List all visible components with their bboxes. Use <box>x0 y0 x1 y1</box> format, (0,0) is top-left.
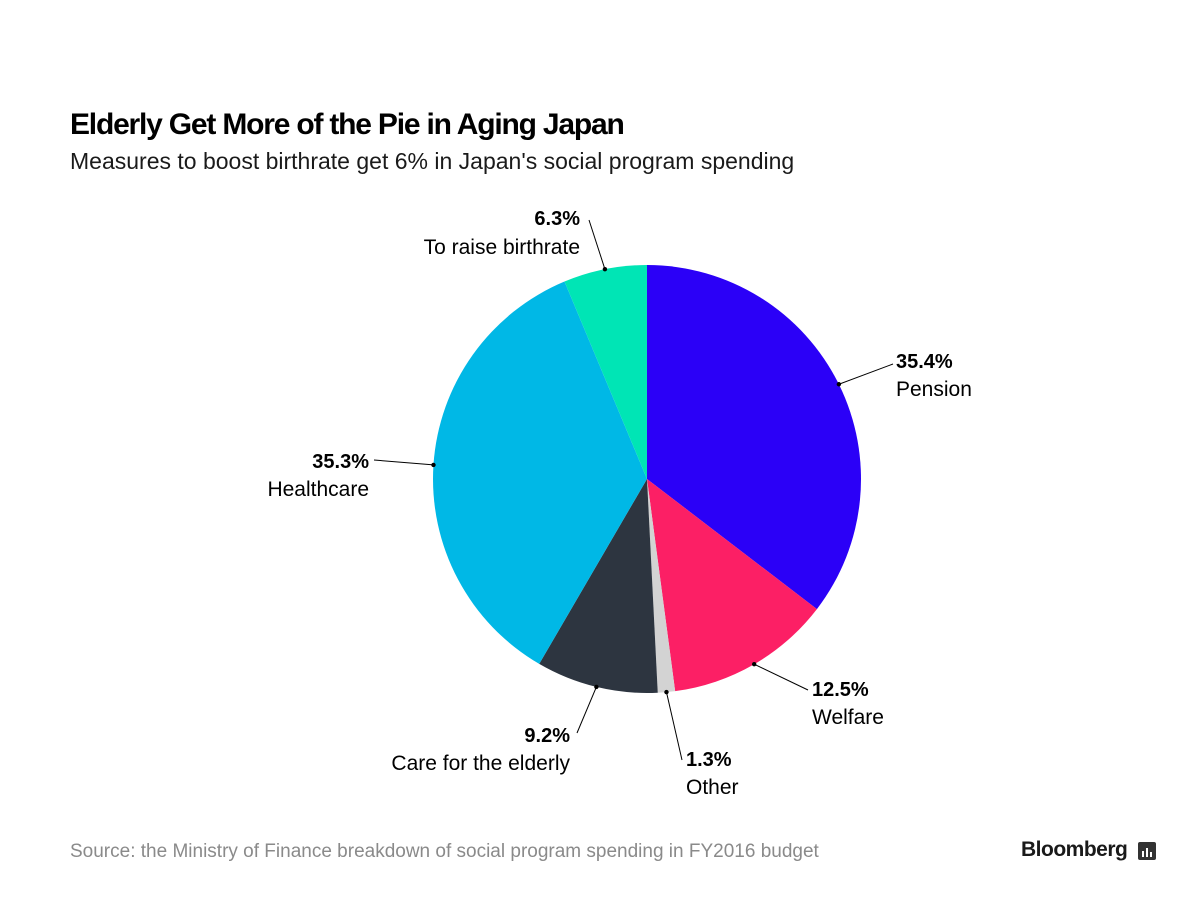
brand-logo: Bloomberg <box>1021 838 1128 861</box>
data-label-name-other: Other <box>686 776 739 799</box>
source-note: Source: the Ministry of Finance breakdow… <box>70 841 819 862</box>
pie-slices <box>432 265 861 694</box>
leader-line-to-raise-birthrate <box>588 219 606 270</box>
data-label-value-pension: 35.4% <box>896 351 953 373</box>
data-label-name-welfare: Welfare <box>812 706 884 729</box>
pie-slice-healthcare <box>432 281 647 664</box>
data-label-value-welfare: 12.5% <box>812 679 869 701</box>
leader-dot-other <box>664 689 669 695</box>
leader-dot-to-raise-birthrate <box>602 266 608 272</box>
pie-labels: 35.4% Pension 12.5% Welfare 1.3% Other 9.2% Car… <box>267 208 971 799</box>
data-label-name-to-raise-birthrate: To raise birthrate <box>424 236 580 259</box>
leader-dot-welfare <box>751 662 757 667</box>
data-label-name-healthcare: Healthcare <box>267 478 369 501</box>
chart-subtitle: Measures to boost birthrate get 6% in Ja… <box>70 148 795 174</box>
chart-title: Elderly Get More of the Pie in Aging Jap… <box>70 108 625 141</box>
leader-dot-healthcare <box>431 462 436 468</box>
pie-slice-pension <box>647 265 861 610</box>
data-label-value-other: 1.3% <box>686 749 732 771</box>
leader-dot-care-for-the-elderly <box>594 684 599 690</box>
data-label-name-care-for-the-elderly: Care for the elderly <box>391 752 570 775</box>
leader-line-healthcare <box>373 459 434 466</box>
leader-dot-pension <box>836 382 842 387</box>
leader-line-other <box>665 692 683 761</box>
pie-slice-to-raise-birthrate <box>564 265 647 479</box>
pie-slice-welfare <box>647 479 817 692</box>
leader-line-care-for-the-elderly <box>576 686 597 734</box>
pie-slice-care-for-the-elderly <box>539 479 658 694</box>
data-label-value-to-raise-birthrate: 6.3% <box>534 208 580 230</box>
data-label-value-healthcare: 35.3% <box>312 451 369 473</box>
data-label-name-pension: Pension <box>896 378 972 401</box>
leader-line-pension <box>838 363 894 385</box>
leader-line-welfare <box>753 663 809 691</box>
data-label-value-care-for-the-elderly: 9.2% <box>524 725 570 747</box>
pie-slice-other <box>647 479 676 693</box>
bloomberg-terminal-icon <box>1138 842 1156 860</box>
